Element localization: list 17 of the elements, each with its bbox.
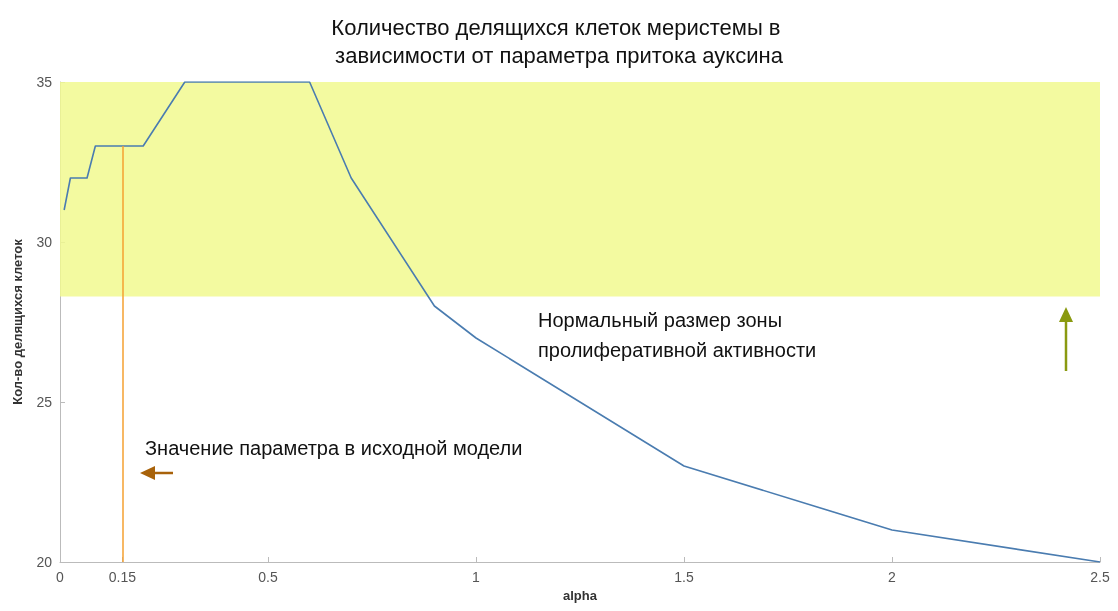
x-tick-label: 0.15 [108,569,137,585]
x-tick-label: 2.5 [1090,569,1110,585]
x-tick-label: 0.5 [258,569,278,585]
annotation: Значение параметра в исходной модели [145,437,523,459]
y-tick-label: 30 [36,234,53,250]
chart-title: Количество делящихся клеток меристемы в зависимости от параметра притока ауксина [331,14,787,68]
y-tick-label: 25 [36,394,53,410]
y-tick-label: 35 [36,74,53,90]
y-axis-title: Кол-во делящихся клеток [10,238,25,405]
y-tick-label: 20 [36,554,53,570]
line-series [63,81,1101,563]
x-tick-label: 0 [56,569,65,585]
x-axis-title: alpha [563,587,598,603]
x-tick-label: 1 [472,569,481,585]
x-tick-label: 1.5 [674,569,694,585]
annotation: Нормальный размер зоны пролиферативной активности [538,309,817,361]
x-tick-label: 2 [888,569,897,585]
